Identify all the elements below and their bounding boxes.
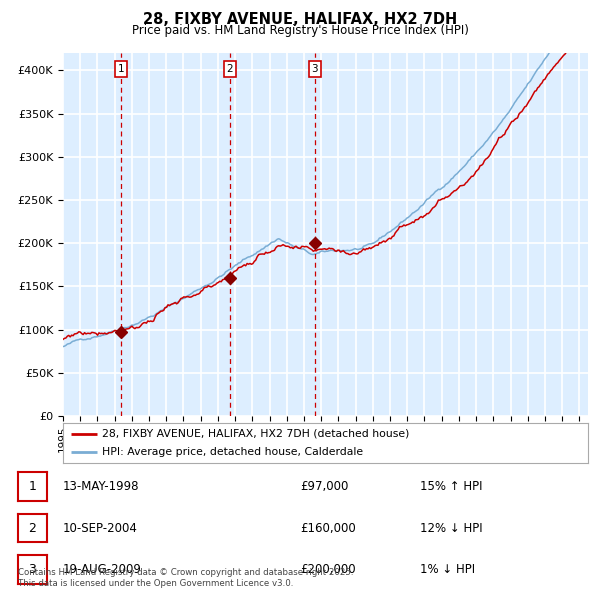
Text: 1% ↓ HPI: 1% ↓ HPI bbox=[420, 563, 475, 576]
Text: 1: 1 bbox=[28, 480, 37, 493]
Text: £200,000: £200,000 bbox=[300, 563, 356, 576]
Text: 15% ↑ HPI: 15% ↑ HPI bbox=[420, 480, 482, 493]
Text: HPI: Average price, detached house, Calderdale: HPI: Average price, detached house, Cald… bbox=[103, 447, 364, 457]
Text: 2: 2 bbox=[28, 522, 37, 535]
Text: 10-SEP-2004: 10-SEP-2004 bbox=[63, 522, 138, 535]
Text: 2: 2 bbox=[226, 64, 233, 74]
Text: 12% ↓ HPI: 12% ↓ HPI bbox=[420, 522, 482, 535]
Text: 28, FIXBY AVENUE, HALIFAX, HX2 7DH: 28, FIXBY AVENUE, HALIFAX, HX2 7DH bbox=[143, 12, 457, 27]
Text: Contains HM Land Registry data © Crown copyright and database right 2025.
This d: Contains HM Land Registry data © Crown c… bbox=[18, 568, 353, 588]
Text: 3: 3 bbox=[28, 563, 37, 576]
Text: 28, FIXBY AVENUE, HALIFAX, HX2 7DH (detached house): 28, FIXBY AVENUE, HALIFAX, HX2 7DH (deta… bbox=[103, 429, 410, 439]
Text: 1: 1 bbox=[118, 64, 124, 74]
Text: £160,000: £160,000 bbox=[300, 522, 356, 535]
Text: 19-AUG-2009: 19-AUG-2009 bbox=[63, 563, 142, 576]
Text: 3: 3 bbox=[311, 64, 318, 74]
Text: 13-MAY-1998: 13-MAY-1998 bbox=[63, 480, 139, 493]
Text: £97,000: £97,000 bbox=[300, 480, 349, 493]
Text: Price paid vs. HM Land Registry's House Price Index (HPI): Price paid vs. HM Land Registry's House … bbox=[131, 24, 469, 37]
